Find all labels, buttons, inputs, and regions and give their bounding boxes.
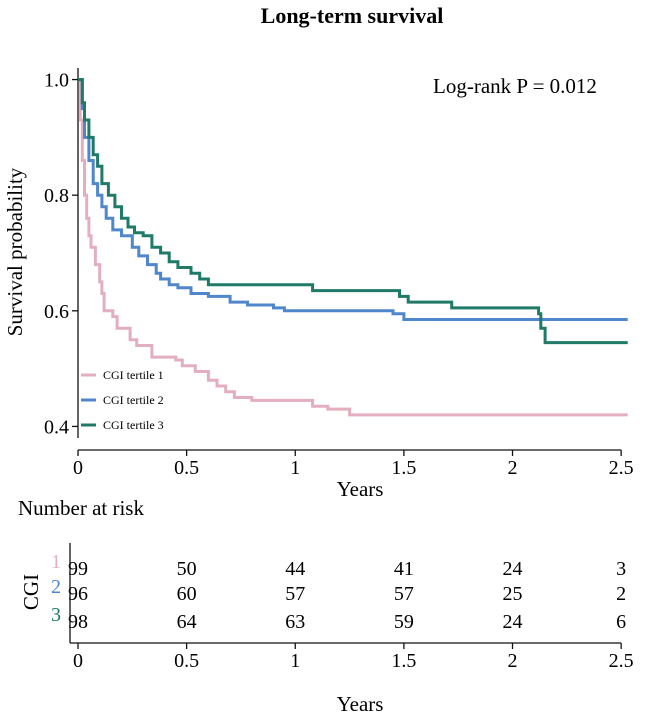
legend: CGI tertile 1 CGI tertile 2 CGI tertile 3	[81, 368, 164, 432]
risk-count-cell: 57	[394, 583, 414, 605]
risk-table-x-tick-label: 1.5	[391, 650, 416, 672]
risk-count-cell: 60	[177, 583, 197, 605]
log-rank-annotation: Log-rank P = 0.012	[433, 74, 597, 98]
risk-count-cell: 63	[285, 611, 305, 633]
risk-count-cell: 41	[394, 558, 414, 580]
plot-area: 0.4 0.6 0.8 1.0 0 0.5 1 1.5 2 2.5	[44, 68, 634, 479]
risk-count-cell: 59	[394, 611, 414, 633]
x-axis-label: Years	[337, 477, 384, 501]
risk-table-title: Number at risk	[18, 496, 144, 520]
risk-count-cell: 96	[68, 583, 88, 605]
risk-strata-label-1: 1	[51, 551, 61, 573]
risk-strata-label-2: 2	[51, 576, 61, 598]
risk-strata-label-3: 3	[51, 604, 61, 626]
risk-table: 1 99 50 44 41 24 32 96 60 57 57 25 23 98 64 63 59 24 60 0.5…	[51, 543, 634, 672]
risk-count-cell: 98	[68, 611, 88, 633]
x-tick-label: 2.5	[609, 457, 634, 479]
survival-curve-tertile-1	[78, 78, 628, 417]
risk-table-x-tick-label: 0.5	[174, 650, 199, 672]
risk-count-cell: 2	[616, 583, 626, 605]
risk-count-cell: 44	[285, 558, 305, 580]
survival-curve-tertile-2	[78, 78, 628, 321]
x-tick-label: 1	[290, 457, 300, 479]
y-axis-label: Survival probability	[3, 167, 27, 336]
risk-count-cell: 24	[503, 611, 523, 633]
y-tick-label: 0.4	[44, 416, 69, 438]
y-tick-label: 1.0	[44, 70, 69, 92]
survival-curve-tertile-3	[78, 78, 628, 345]
risk-table-x-tick-label: 1	[290, 650, 300, 672]
risk-table-x-tick-label: 2.5	[609, 650, 634, 672]
legend-label-tertile-2: CGI tertile 2	[103, 393, 164, 407]
risk-table-x-tick-label: 0	[73, 650, 83, 672]
risk-table-x-tick-label: 2	[508, 650, 518, 672]
chart-title: Long-term survival	[261, 3, 444, 28]
x-tick-label: 0.5	[174, 457, 199, 479]
risk-table-group-label: CGI	[19, 574, 43, 610]
risk-count-cell: 6	[616, 611, 626, 633]
risk-count-cell: 24	[503, 558, 523, 580]
x-tick-label: 0	[73, 457, 83, 479]
risk-count-cell: 3	[616, 558, 626, 580]
risk-count-cell: 25	[503, 583, 523, 605]
risk-count-cell: 99	[68, 558, 88, 580]
x-tick-label: 2	[508, 457, 518, 479]
risk-table-x-axis-label: Years	[337, 692, 384, 716]
y-tick-label: 0.8	[44, 185, 69, 207]
risk-count-cell: 50	[177, 558, 197, 580]
legend-label-tertile-3: CGI tertile 3	[103, 418, 164, 432]
legend-label-tertile-1: CGI tertile 1	[103, 368, 164, 382]
x-tick-label: 1.5	[391, 457, 416, 479]
risk-count-cell: 57	[285, 583, 305, 605]
y-tick-label: 0.6	[44, 301, 69, 323]
risk-count-cell: 64	[177, 611, 197, 633]
